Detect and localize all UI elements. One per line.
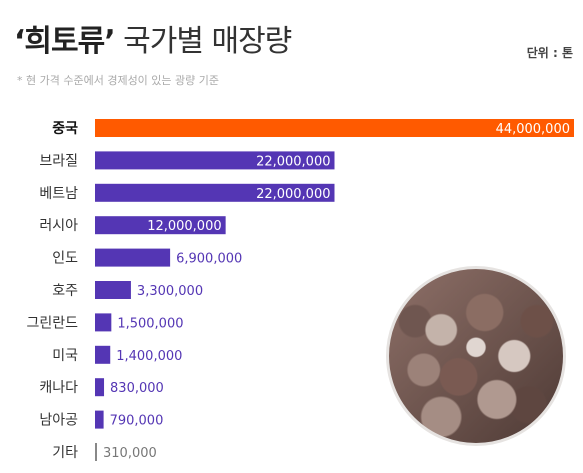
category-label: 기타 [52,445,78,461]
rare-earth-ore-image [386,266,566,446]
value-label: 790,000 [110,414,164,429]
bar [95,151,335,170]
chart-title-rest: 국가별 매장량 [123,24,292,59]
value-label: 310,000 [103,446,157,461]
bar [95,443,97,461]
bar [95,345,111,364]
value-label: 830,000 [110,381,164,396]
bar [95,183,335,202]
category-label: 캐나다 [39,380,78,396]
chart-title: ‘희토류’ 국가별 매장량 [14,22,292,62]
category-label: 미국 [52,348,78,364]
category-label: 중국 [52,121,78,137]
chart-title-bold: ‘희토류’ [14,24,116,59]
category-label: 호주 [52,283,78,299]
category-label: 브라질 [39,153,78,169]
category-label: 인도 [52,251,78,267]
bar [95,410,104,429]
footnote: * 현 가격 수준에서 경제성이 있는 광량 기준 [17,74,220,87]
bar [95,119,574,137]
category-label: 그린란드 [26,315,78,331]
value-label: 3,300,000 [137,284,203,299]
unit-label: 단위 : 톤 [526,46,573,60]
bar [95,248,171,267]
category-label: 러시아 [39,218,78,234]
value-label: 1,500,000 [117,316,183,331]
bar [95,281,131,299]
category-label: 베트남 [39,186,78,202]
value-label: 44,000,000 [496,122,570,137]
bar [95,378,105,397]
value-label: 22,000,000 [256,187,330,202]
category-label: 남아공 [39,413,78,429]
bar [95,216,226,235]
value-label: 1,400,000 [116,349,182,364]
value-label: 6,900,000 [176,252,242,267]
value-label: 22,000,000 [256,154,330,169]
bar [95,313,112,332]
value-label: 12,000,000 [147,219,221,234]
